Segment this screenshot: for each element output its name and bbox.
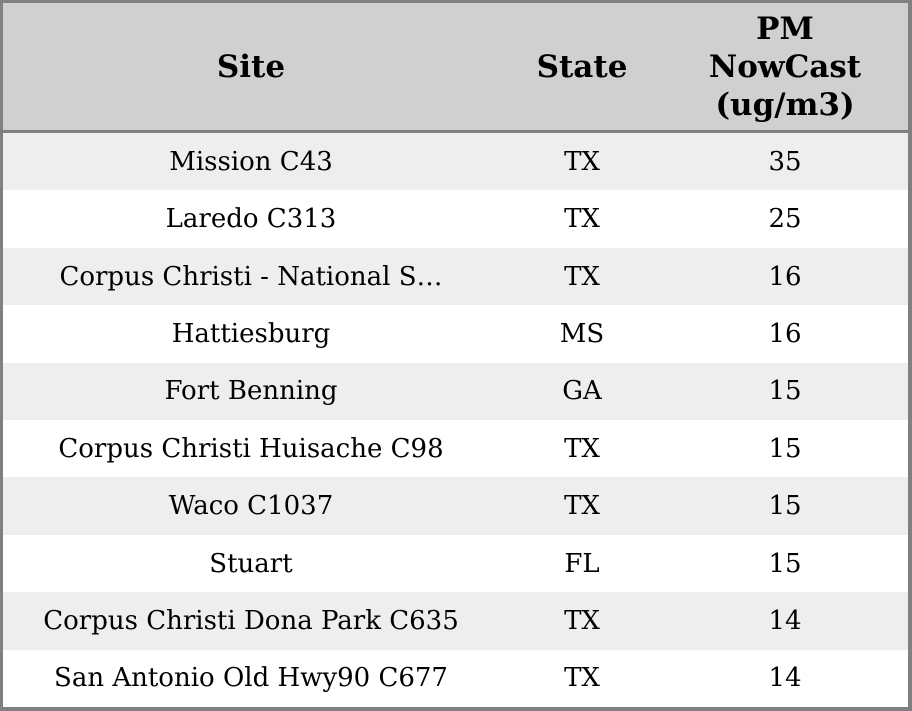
- table-row: Corpus Christi - National S… TX 16: [3, 247, 908, 306]
- pm-nowcast-cell: 15: [768, 433, 802, 464]
- table-row: Hattiesburg MS 16: [3, 305, 908, 363]
- table-row: San Antonio Old Hwy90 C677 TX 14: [3, 649, 908, 708]
- table-row: Corpus Christi Dona Park C635 TX 14: [3, 592, 908, 650]
- column-header-pm-nowcast: PM NowCast (ug/m3): [665, 3, 905, 130]
- column-header-state: State: [536, 48, 628, 85]
- state-cell: FL: [564, 548, 600, 579]
- table-row: Laredo C313 TX 25: [3, 190, 908, 248]
- table-row: Mission C43 TX 35: [3, 133, 908, 191]
- table-row: Fort Benning GA 15: [3, 362, 908, 421]
- state-cell: GA: [562, 376, 602, 407]
- pm-nowcast-cell: 16: [768, 261, 802, 292]
- site-cell: Corpus Christi - National S…: [59, 261, 443, 292]
- pm-nowcast-cell: 15: [768, 548, 802, 579]
- pm-nowcast-cell: 15: [768, 491, 802, 522]
- pm-nowcast-cell: 35: [768, 146, 802, 177]
- state-cell: TX: [564, 261, 600, 292]
- pm-nowcast-cell: 15: [768, 376, 802, 407]
- table-row: Waco C1037 TX 15: [3, 477, 908, 535]
- site-cell: Fort Benning: [164, 376, 338, 407]
- table-header-row: Site State PM NowCast (ug/m3): [3, 3, 908, 133]
- pm-nowcast-cell: 14: [768, 663, 802, 694]
- state-cell: TX: [564, 146, 600, 177]
- site-cell: Corpus Christi Dona Park C635: [43, 605, 459, 636]
- site-cell: Stuart: [209, 548, 293, 579]
- table-row: Corpus Christi Huisache C98 TX 15: [3, 420, 908, 478]
- site-cell: Corpus Christi Huisache C98: [58, 433, 444, 464]
- state-cell: TX: [564, 663, 600, 694]
- state-cell: TX: [564, 491, 600, 522]
- state-cell: TX: [564, 605, 600, 636]
- site-cell: Mission C43: [169, 146, 333, 177]
- table-row: Stuart FL 15: [3, 534, 908, 593]
- pm-nowcast-cell: 25: [768, 204, 802, 235]
- column-header-site: Site: [216, 48, 286, 85]
- pm-nowcast-cell: 16: [768, 318, 802, 349]
- site-cell: Hattiesburg: [171, 318, 331, 349]
- state-cell: TX: [564, 204, 600, 235]
- pm-nowcast-cell: 14: [768, 605, 802, 636]
- table-body: Mission C43 TX 35 Laredo C313 TX 25 Corp…: [3, 133, 908, 708]
- site-cell: Laredo C313: [165, 204, 337, 235]
- site-cell: San Antonio Old Hwy90 C677: [54, 663, 448, 694]
- state-cell: TX: [564, 433, 600, 464]
- site-cell: Waco C1037: [168, 491, 334, 522]
- pm-nowcast-header-label: PM NowCast (ug/m3): [708, 10, 862, 123]
- state-cell: MS: [559, 318, 605, 349]
